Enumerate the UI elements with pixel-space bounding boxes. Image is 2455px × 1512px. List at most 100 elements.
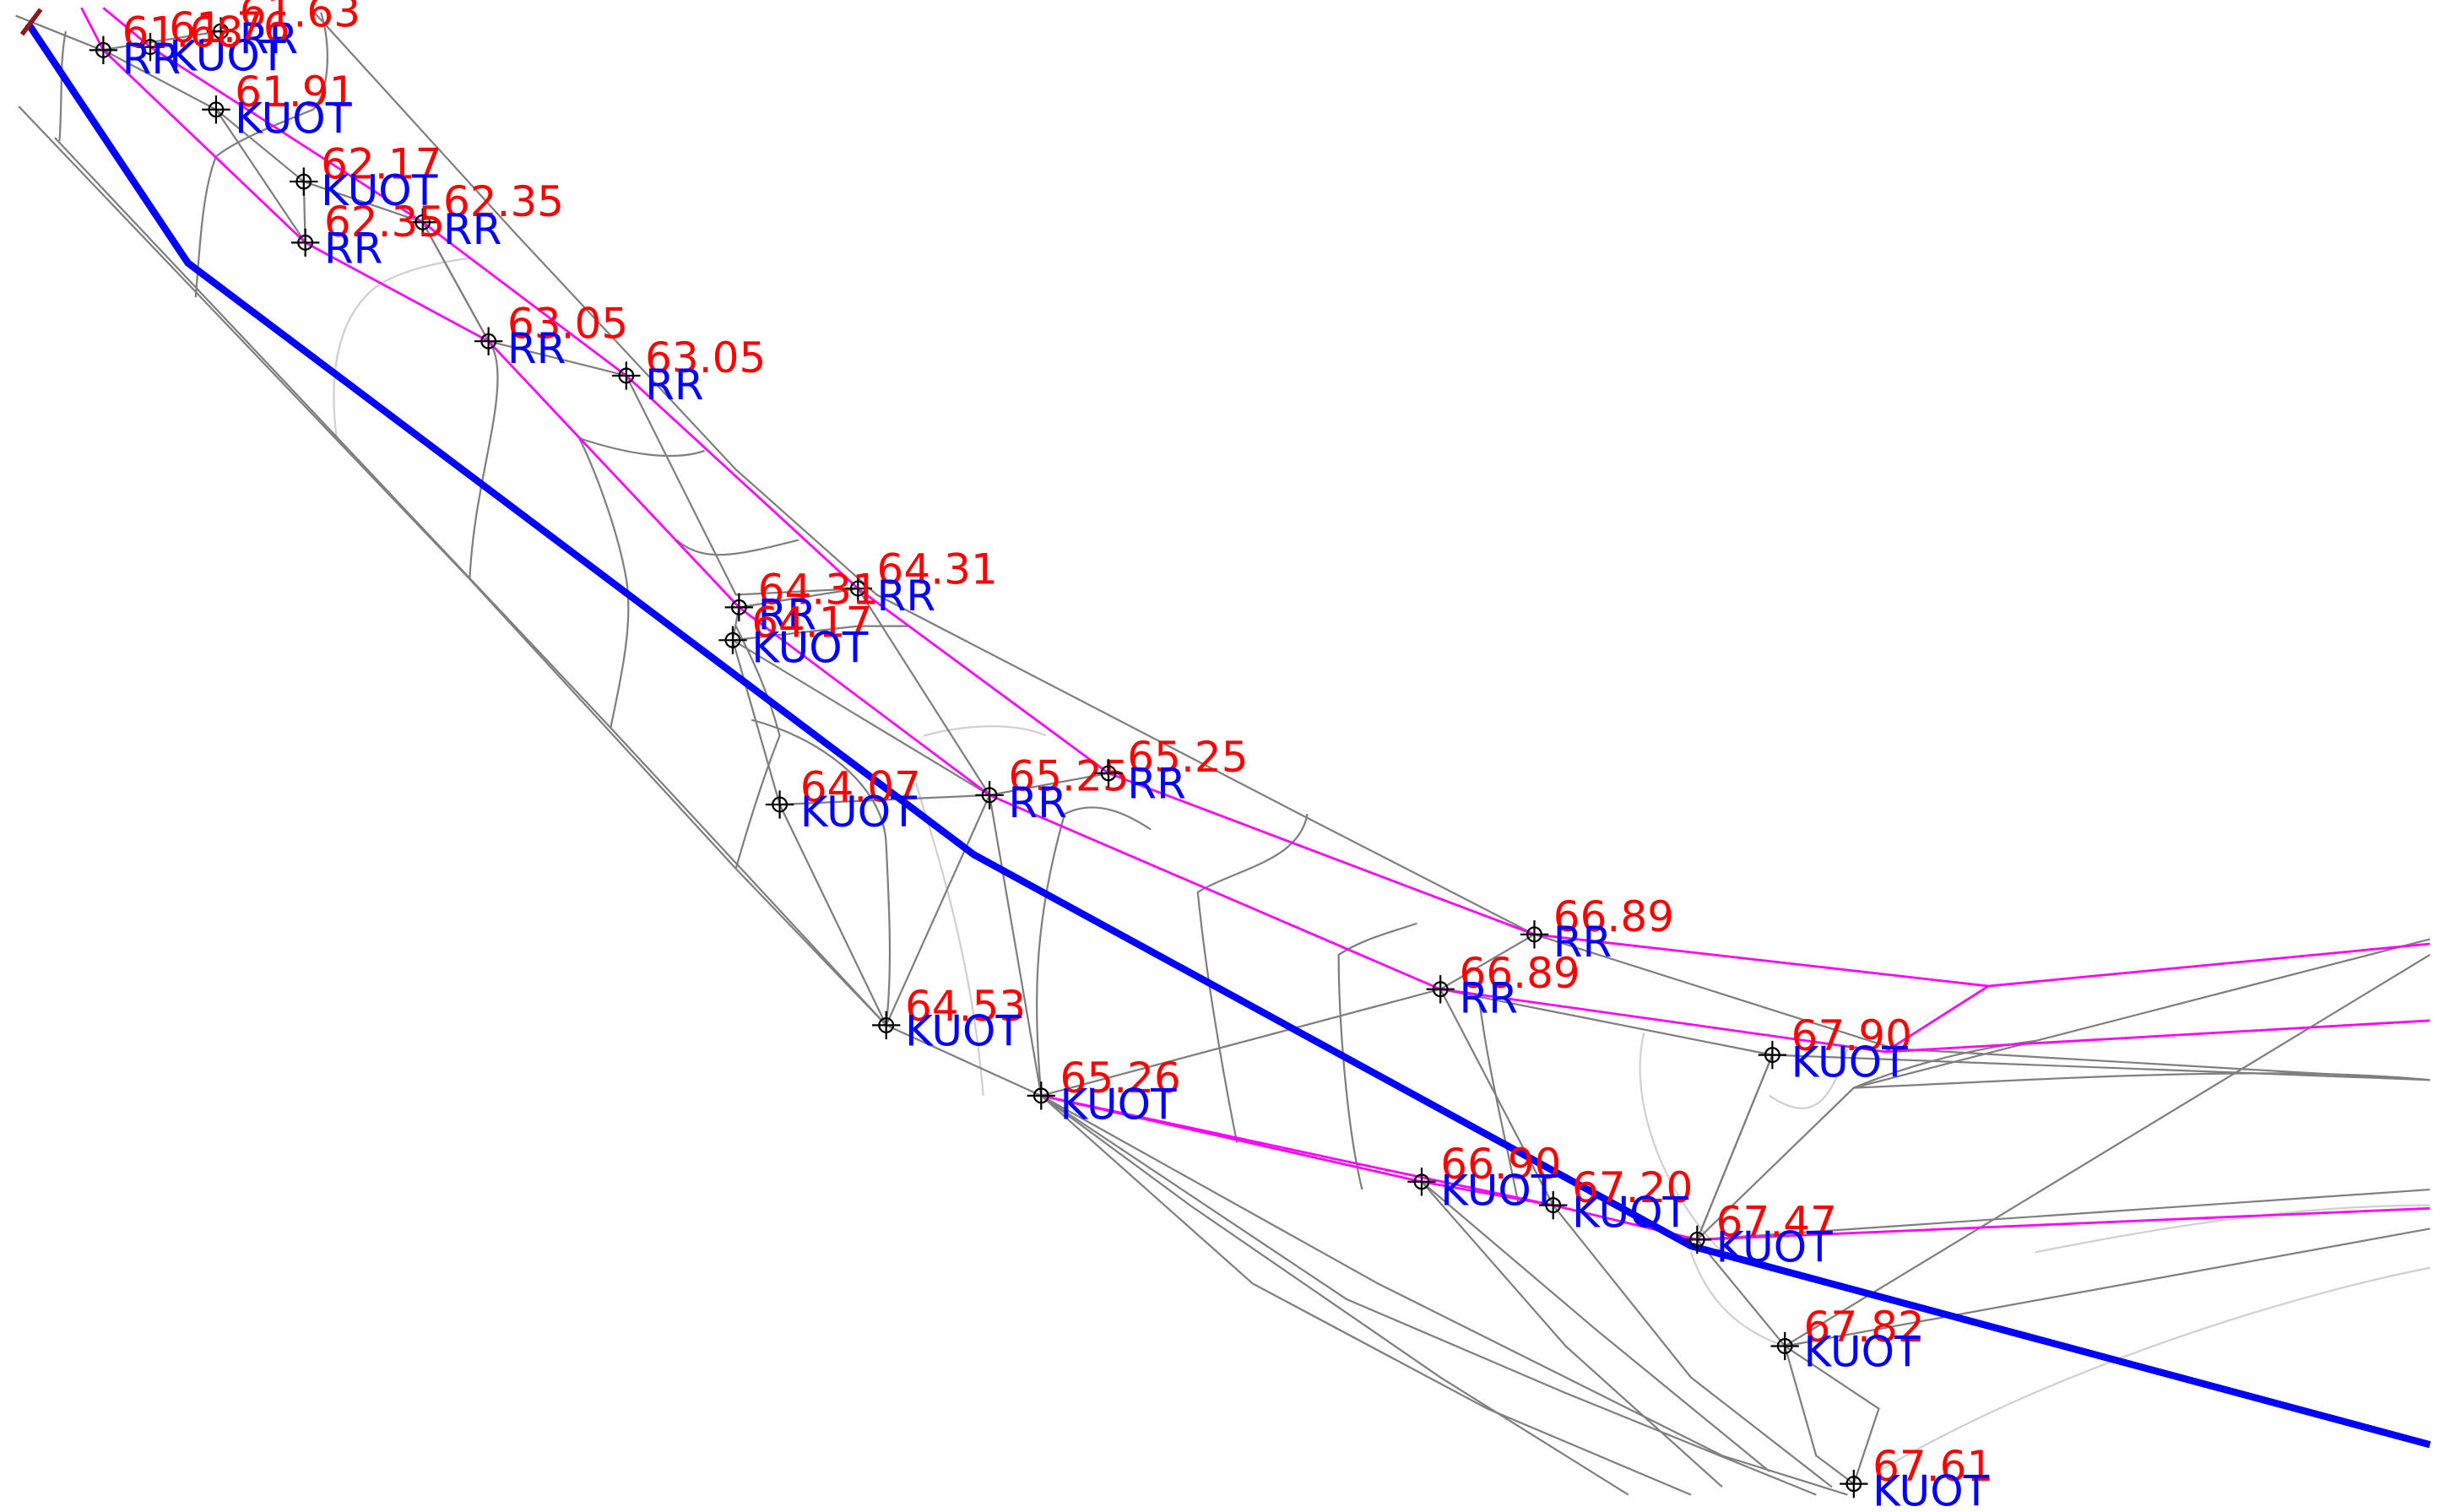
point-elevation-label: 65.26 [1060,1054,1181,1103]
point-elevation-label: 67.61 [1872,1442,1993,1491]
crosshair-circle-icon [1027,1081,1055,1110]
point-elevation-label: 61.68 [122,8,243,57]
point-code-label: RR [1127,760,1186,809]
point-elevation-label: 64.31 [877,545,998,594]
point-code-label: KUOT [321,166,438,215]
point-code-label: RR [240,14,299,63]
crosshair-circle-icon [290,167,318,196]
alignment-line[interactable] [24,21,2431,1449]
point-elevation-label: 67.90 [1791,1011,1912,1060]
point-elevation-label: 61.63 [240,0,360,37]
crosshair-circle-icon [409,208,437,236]
point-elevation-label: 63.05 [645,333,766,382]
point-code-label: RR [507,324,566,373]
point-code-label: RR [645,360,704,409]
point-code-label: KUOT [1803,1328,1921,1377]
point-elevation-label: 66.89 [1459,949,1580,998]
crosshair-circle-icon [474,327,503,355]
point-elevation-label: 62.17 [321,139,442,188]
crosshair-circle-icon [612,361,641,390]
point-code-label: RR [324,224,383,273]
crosshair-circle-icon [1539,1190,1568,1220]
crosshair-circle-icon [1520,920,1549,949]
point-code-label: KUOT [1572,1189,1689,1238]
point-code-label: RR [1553,918,1612,967]
point-code-label: RR [1459,974,1518,1023]
point-code-label: RR [1008,778,1067,827]
survey-points: 61.63RR61.76KUOT61.68RR61.91KUOT62.17KUO… [89,0,1993,1512]
crosshair-circle-icon [724,593,754,622]
point-code-label: RR [122,35,182,84]
crosshair-circle-icon [136,32,165,62]
crosshair-circle-icon [1094,759,1123,788]
point-code-label: KUOT [1791,1038,1909,1087]
tin-surface-lines [15,7,2431,1496]
point-elevation-label: 67.47 [1716,1198,1837,1247]
point-elevation-label: 62.35 [443,177,564,226]
point-code-label: KUOT [751,623,869,672]
point-code-label: KUOT [1060,1081,1178,1130]
point-code-label: KUOT [235,95,352,144]
crosshair-circle-icon [1426,975,1455,1004]
crosshair-circle-icon [206,17,236,46]
crosshair-circle-icon [1758,1040,1787,1070]
point-elevation-label: 61.76 [169,3,290,52]
point-elevation-label: 67.82 [1803,1303,1924,1352]
crosshair-circle-icon [872,1011,901,1040]
crosshair-circle-icon [718,626,747,654]
point-code-label: KUOT [169,31,286,80]
point-code-label: RR [877,572,936,621]
point-code-label: RR [443,205,502,254]
crosshair-circle-icon [1770,1331,1799,1361]
point-elevation-label: 64.53 [905,982,1026,1031]
crosshair-circle-icon [1407,1168,1436,1196]
point-elevation-label: 64.31 [758,566,879,615]
crosshair-circle-icon [1840,1469,1868,1498]
point-elevation-label: 64.17 [751,599,872,648]
crosshair-circle-icon [1683,1225,1712,1255]
crosshair-circle-icon [202,95,230,124]
tin-light-contours [333,257,2431,1472]
crosshair-circle-icon [843,574,873,603]
point-code-label: KUOT [800,788,918,837]
crosshair-circle-icon [975,781,1004,810]
point-code-label: RR [758,590,817,639]
point-code-label: KUOT [1716,1222,1834,1271]
point-elevation-label: 66.90 [1440,1140,1561,1189]
point-code-label: KUOT [1872,1467,1990,1512]
crosshair-circle-icon [290,228,320,257]
point-elevation-label: 63.05 [507,299,628,348]
point-elevation-label: 64.07 [800,762,921,811]
crosshair-circle-icon [89,35,118,65]
point-elevation-label: 66.89 [1553,892,1674,941]
point-elevation-label: 65.25 [1127,733,1248,782]
point-code-label: KUOT [905,1007,1022,1056]
